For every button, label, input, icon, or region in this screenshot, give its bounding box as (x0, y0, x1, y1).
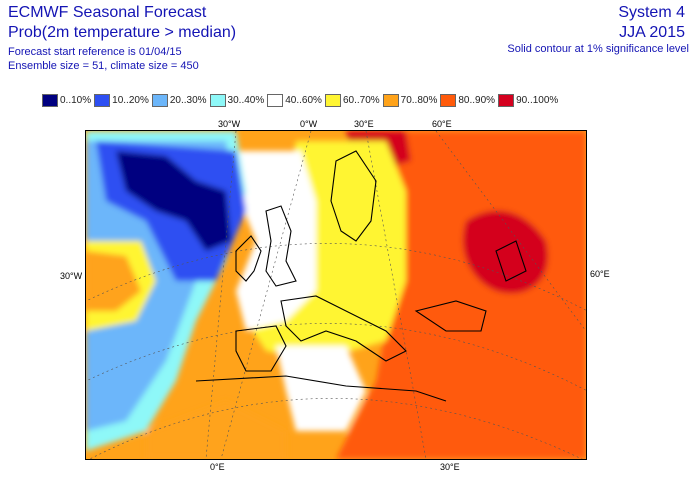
legend-swatch (382, 93, 399, 107)
field-70-80-south (146, 401, 286, 459)
legend-item: 70..80% (382, 92, 438, 108)
probability-map (85, 130, 587, 460)
legend-swatch (94, 93, 111, 107)
legend-label: 40..60% (285, 94, 322, 106)
graticule (86, 131, 586, 459)
legend-label: 10..20% (112, 94, 149, 106)
tick-top-60e: 60°E (432, 119, 452, 129)
parallel-line (86, 323, 586, 391)
tick-top-30w: 30°W (218, 119, 241, 129)
period-label: JJA 2015 (619, 24, 685, 41)
field-40-60-africa (276, 346, 366, 431)
legend-label: 30..40% (227, 94, 265, 106)
legend-item: 10..20% (94, 92, 149, 108)
tick-bottom-0e: 0°E (210, 462, 225, 472)
legend-swatch (151, 93, 168, 107)
tick-top-0w: 0°W (300, 119, 318, 129)
coast-caspian (495, 240, 527, 282)
coast-europe-south (280, 295, 407, 362)
legend-item: 60..70% (324, 92, 380, 108)
meridian-line (220, 131, 312, 459)
legend-label: 20..30% (169, 94, 207, 106)
title: ECMWF Seasonal Forecast (8, 4, 207, 21)
field-40-60-west (236, 151, 316, 331)
coastlines (195, 150, 527, 402)
legend-label: 90..100% (516, 94, 559, 106)
coast-scandinavia (330, 150, 377, 242)
tick-bottom-30e: 30°E (440, 462, 460, 472)
map-canvas (86, 131, 586, 459)
legend-swatch (324, 93, 341, 107)
legend-label: 80..90% (458, 94, 496, 106)
legend-item: 30..40% (209, 92, 265, 108)
legend-item: 0..10% (42, 92, 91, 108)
field-0-10-atlantic (116, 151, 231, 251)
legend-label: 70..80% (400, 94, 438, 106)
parallel-line (86, 243, 586, 311)
coast-black-sea (414, 300, 487, 332)
legend-swatch (209, 93, 226, 107)
legend-item: 90..100% (498, 92, 558, 108)
legend-swatch (267, 93, 284, 107)
legend: 0..10% 10..20% 20..30% 30..40% 40..60% 6… (42, 92, 561, 108)
legend-item: 20..30% (151, 92, 207, 108)
parallel-line (89, 398, 583, 459)
contour-note: Solid contour at 1% significance level (507, 43, 689, 55)
coast-north-africa (195, 375, 447, 402)
meridian-line (365, 131, 427, 459)
field-90-100-russia (462, 210, 548, 294)
subtitle: Prob(2m temperature > median) (8, 24, 237, 41)
legend-swatch (440, 93, 457, 107)
legend-label: 0..10% (60, 94, 92, 106)
coast-britain (265, 205, 297, 287)
tick-right-60e: 60°E (590, 269, 610, 279)
system-label: System 4 (618, 4, 685, 21)
meridian-line (435, 131, 586, 332)
coast-iberia (235, 325, 287, 372)
forecast-start-text: Forecast start reference is 01/04/15 (8, 46, 182, 58)
coast-ireland (235, 235, 262, 282)
legend-label: 60..70% (342, 94, 380, 106)
tick-top-30e: 30°E (354, 119, 374, 129)
legend-swatch (498, 93, 515, 107)
legend-item: 40..60% (267, 92, 322, 108)
tick-left-30w: 30°W (60, 271, 83, 281)
ensemble-size-text: Ensemble size = 51, climate size = 450 (8, 60, 199, 72)
field-70-80-westatlantic (86, 251, 141, 311)
legend-swatch (42, 93, 58, 107)
legend-item: 80..90% (440, 92, 495, 108)
